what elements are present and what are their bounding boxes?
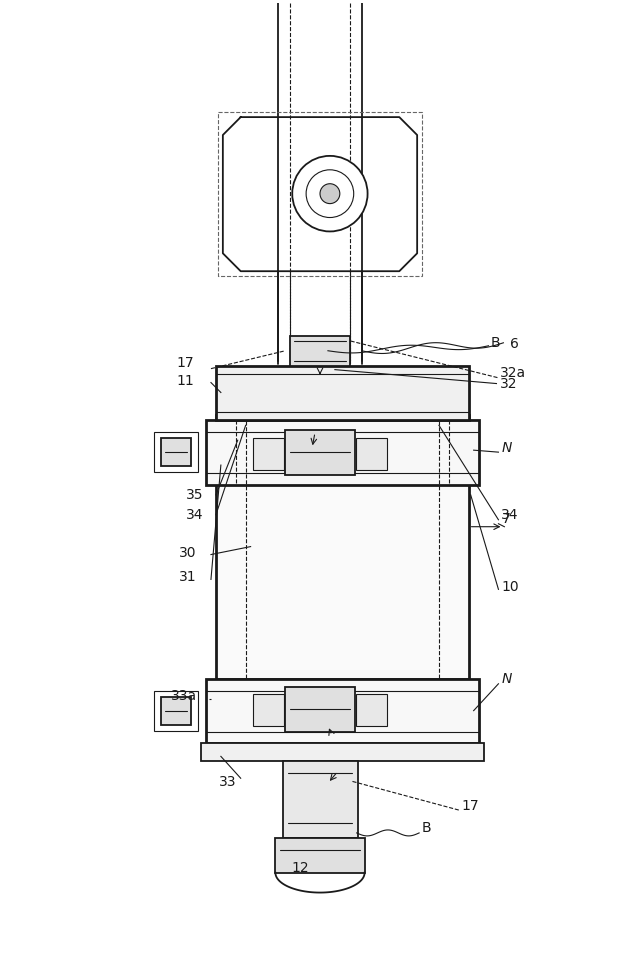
Bar (216, 415, 468, 679)
Text: 7: 7 (501, 512, 510, 526)
Text: 34: 34 (186, 508, 204, 521)
Bar (216, 366, 468, 420)
Text: 17: 17 (461, 799, 479, 813)
Text: 11: 11 (176, 373, 194, 388)
Text: 31: 31 (179, 570, 197, 584)
Bar (154, 433, 198, 472)
Circle shape (292, 156, 367, 231)
Bar (285, 687, 355, 732)
Bar (201, 743, 484, 761)
Bar (356, 438, 387, 470)
Bar (284, 761, 358, 838)
Text: 32a: 32a (500, 366, 527, 380)
Text: 6: 6 (510, 337, 519, 350)
Bar (206, 679, 479, 743)
Bar (285, 431, 355, 475)
Text: 33: 33 (219, 775, 236, 789)
Bar (161, 697, 191, 725)
Text: 30: 30 (179, 545, 196, 560)
Circle shape (320, 183, 340, 203)
Bar (291, 336, 349, 366)
Bar (275, 838, 365, 873)
Text: 32: 32 (500, 376, 518, 391)
Text: B: B (422, 821, 432, 835)
Text: 10: 10 (501, 581, 519, 594)
Bar (161, 438, 191, 466)
Circle shape (306, 170, 354, 218)
Bar (253, 693, 284, 726)
Text: 17: 17 (176, 355, 194, 370)
Text: 35: 35 (186, 488, 204, 502)
Bar (253, 438, 284, 470)
Text: 12: 12 (291, 860, 309, 875)
Bar (154, 690, 198, 731)
Text: 33a: 33a (172, 689, 197, 703)
Text: N: N (501, 671, 512, 686)
Text: N: N (501, 441, 512, 456)
Text: 34: 34 (501, 508, 519, 521)
Text: B: B (490, 336, 500, 350)
Bar (218, 112, 422, 276)
Bar (206, 420, 479, 485)
Bar (356, 693, 387, 726)
